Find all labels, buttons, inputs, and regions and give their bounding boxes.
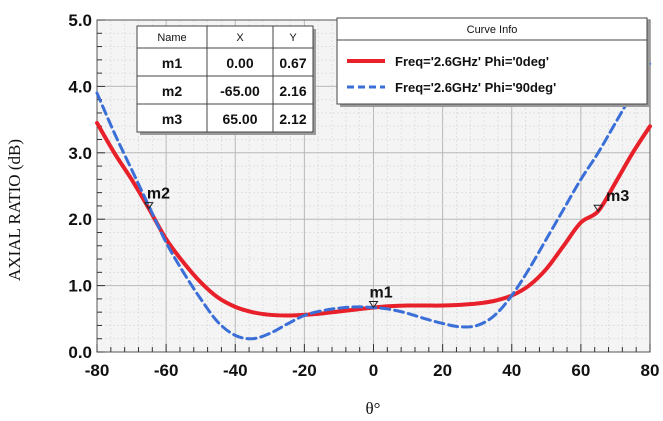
marker-table-box <box>136 25 314 133</box>
legend: Curve Info Freq='2.6GHz' Phi='0deg' Freq='… <box>336 17 650 107</box>
marker-table-header: Name <box>157 32 186 44</box>
x-tick-label: -20 <box>292 361 317 380</box>
x-tick-label: 0 <box>369 361 378 380</box>
x-tick-label: 40 <box>502 361 521 380</box>
marker-m3-label: m3 <box>606 188 629 205</box>
legend-title: Curve Info <box>467 24 518 36</box>
marker-table-cell: -65.00 <box>220 83 260 99</box>
y-axis-title: AXIAL RATIO (dB) <box>5 139 24 281</box>
marker-table-cell: m2 <box>162 83 182 99</box>
marker-table-header: Y <box>289 32 297 44</box>
marker-table-cell: 0.67 <box>279 55 306 71</box>
y-tick-label: 5.0 <box>68 11 92 30</box>
marker-m1-label: m1 <box>370 285 393 302</box>
x-tick-label: 60 <box>571 361 590 380</box>
x-tick-label: -80 <box>85 361 110 380</box>
marker-table-cell: 0.00 <box>226 55 253 71</box>
y-tick-label: 1.0 <box>68 277 92 296</box>
marker-m1-symbol <box>368 301 379 309</box>
axis-ticks <box>96 19 651 353</box>
marker-table-header: X <box>236 32 244 44</box>
y-tick-label: 4.0 <box>68 77 92 96</box>
marker-table-cell: 2.12 <box>279 111 306 127</box>
x-tick-label: -40 <box>223 361 248 380</box>
y-tick-label: 3.0 <box>68 144 92 163</box>
x-tick-label: 80 <box>641 361 660 380</box>
marker-m2-symbol <box>143 202 154 210</box>
marker-m3-symbol <box>593 204 604 213</box>
marker-table-cell: 2.16 <box>279 83 306 99</box>
legend-entry: Freq='2.6GHz' Phi='0deg' <box>395 54 549 69</box>
tick-labels: -80 -60 -40 -20 0 20 40 60 80 0.0 1.0 2.0 3.0 4.0 5.0 <box>68 11 659 380</box>
x-tick-label: 20 <box>433 361 452 380</box>
x-tick-label: -60 <box>154 361 179 380</box>
y-tick-label: 0.0 <box>68 343 92 362</box>
x-axis-title: θ° <box>366 399 381 418</box>
marker-table-cell: m3 <box>162 111 182 127</box>
legend-entry: Freq='2.6GHz' Phi='90deg' <box>395 80 556 95</box>
marker-m2-label: m2 <box>147 186 170 203</box>
legend-box <box>336 17 648 105</box>
marker-table-cell: 65.00 <box>222 111 257 127</box>
marker-table-cell: m1 <box>162 55 182 71</box>
marker-table: Name X Ym1 0.00 0.67 m2 -65.00 2.16 m3 65.00 2.12 <box>136 25 316 135</box>
markers-group: m1 m2 m3 <box>143 186 629 309</box>
y-tick-label: 2.0 <box>68 210 92 229</box>
